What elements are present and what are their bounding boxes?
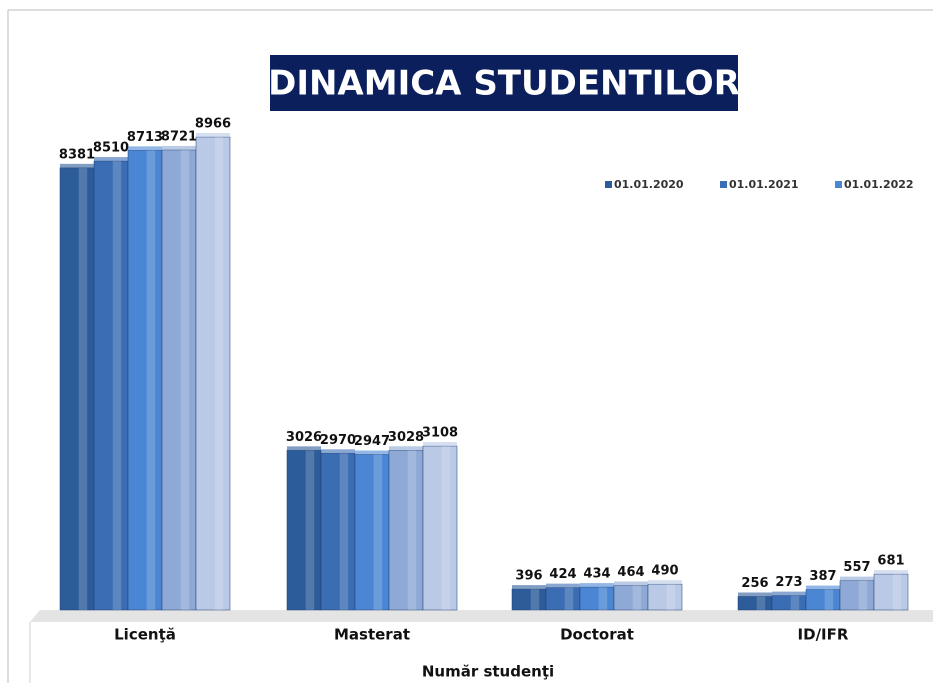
bar-top bbox=[546, 583, 580, 588]
bar-top bbox=[738, 592, 772, 597]
bar-highlight bbox=[598, 587, 608, 610]
bar-highlight bbox=[214, 137, 224, 610]
bar-highlight bbox=[78, 167, 88, 611]
bar bbox=[613, 585, 649, 611]
bar bbox=[354, 454, 390, 611]
bar-highlight bbox=[858, 580, 868, 610]
bar-top bbox=[580, 583, 614, 588]
bar-highlight bbox=[632, 585, 642, 610]
data-label: 434 bbox=[583, 567, 610, 582]
bar bbox=[320, 453, 356, 611]
bar bbox=[647, 583, 683, 611]
bar-top bbox=[648, 580, 682, 585]
bar-highlight bbox=[666, 584, 676, 610]
data-label: 681 bbox=[877, 554, 904, 569]
bar-top bbox=[772, 591, 806, 596]
bar-highlight bbox=[824, 589, 834, 610]
data-label: 490 bbox=[651, 564, 678, 579]
bar bbox=[839, 580, 875, 611]
data-label: 8713 bbox=[127, 130, 163, 145]
bar bbox=[388, 450, 424, 611]
data-label: 464 bbox=[617, 565, 644, 580]
x-tick-label: Doctorat bbox=[560, 626, 634, 644]
bar-top bbox=[806, 585, 840, 590]
bar bbox=[771, 595, 807, 611]
bar-top bbox=[874, 570, 908, 575]
bar-highlight bbox=[305, 450, 315, 610]
bar-top bbox=[94, 157, 128, 162]
data-label: 2970 bbox=[320, 433, 356, 448]
bar bbox=[805, 589, 841, 611]
bar-top bbox=[614, 581, 648, 586]
data-label: 8721 bbox=[161, 129, 197, 144]
legend-label: 01.01.2021 bbox=[729, 178, 799, 191]
bar-highlight bbox=[339, 453, 349, 610]
data-label: 424 bbox=[549, 567, 576, 582]
bar-top bbox=[128, 146, 162, 151]
floor bbox=[30, 610, 933, 622]
bar bbox=[161, 149, 197, 611]
bar-highlight bbox=[112, 161, 122, 610]
data-label: 8381 bbox=[59, 147, 95, 162]
bar-top bbox=[512, 585, 546, 590]
legend-label: 01.01.2020 bbox=[614, 178, 684, 191]
bar-highlight bbox=[892, 574, 902, 610]
bar-highlight bbox=[790, 595, 800, 610]
x-axis-label: Număr studenţi bbox=[422, 663, 554, 681]
bar-highlight bbox=[530, 589, 540, 610]
legend-swatch bbox=[720, 181, 727, 188]
bar bbox=[422, 445, 458, 611]
data-label: 2947 bbox=[354, 434, 390, 449]
data-label: 557 bbox=[843, 560, 870, 575]
bar-top bbox=[389, 446, 423, 451]
bar bbox=[545, 587, 581, 611]
data-label: 396 bbox=[515, 569, 542, 584]
bar bbox=[737, 596, 773, 611]
bar bbox=[59, 167, 95, 611]
data-label: 3108 bbox=[422, 426, 458, 441]
data-label: 8966 bbox=[195, 117, 231, 132]
bar-top bbox=[321, 449, 355, 454]
x-tick-label: Masterat bbox=[334, 626, 410, 644]
title-box bbox=[270, 55, 738, 111]
bar-top bbox=[287, 446, 321, 451]
data-label: 3026 bbox=[286, 430, 322, 445]
x-tick-label: Licenţă bbox=[114, 626, 176, 644]
bar bbox=[93, 160, 129, 611]
data-label: 3028 bbox=[388, 430, 424, 445]
x-tick-label: ID/IFR bbox=[798, 626, 849, 644]
data-label: 256 bbox=[741, 576, 768, 591]
bar-top bbox=[840, 576, 874, 581]
bar bbox=[286, 450, 322, 611]
legend-swatch bbox=[835, 181, 842, 188]
bar bbox=[873, 573, 909, 611]
legend-label: 01.01.2022 bbox=[844, 178, 914, 191]
bar-highlight bbox=[441, 446, 451, 610]
data-label: 273 bbox=[775, 575, 802, 590]
bar-highlight bbox=[756, 596, 766, 610]
bar-highlight bbox=[373, 454, 383, 610]
bar-top bbox=[60, 163, 94, 168]
bar-top bbox=[162, 145, 196, 150]
bar-top bbox=[355, 450, 389, 455]
chart-title: DINAMICA STUDENTILOR bbox=[268, 64, 740, 104]
bar-highlight bbox=[180, 149, 190, 611]
bar-highlight bbox=[564, 587, 574, 610]
data-label: 8510 bbox=[93, 141, 129, 156]
bar bbox=[195, 136, 231, 611]
legend-swatch bbox=[605, 181, 612, 188]
data-label: 387 bbox=[809, 569, 836, 584]
bar-highlight bbox=[407, 450, 417, 610]
bar-top bbox=[196, 133, 230, 137]
bar-top bbox=[423, 442, 457, 447]
bar bbox=[127, 150, 163, 611]
bar bbox=[511, 588, 547, 611]
bar bbox=[579, 586, 615, 611]
bar-highlight bbox=[146, 150, 156, 610]
